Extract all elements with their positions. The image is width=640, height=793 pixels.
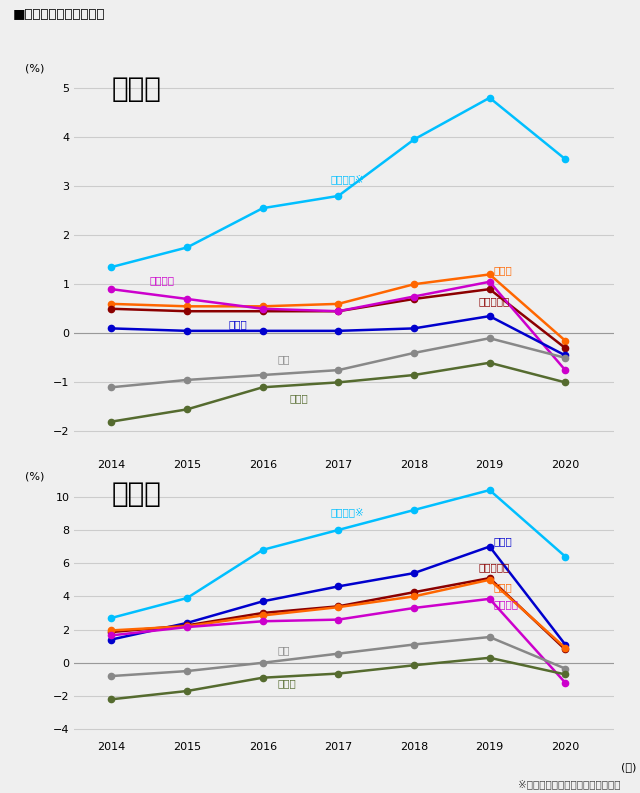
Text: 地方圏: 地方圏 [278, 679, 296, 688]
Text: 住宅地: 住宅地 [111, 75, 161, 103]
Text: 大阪圏: 大阪圏 [493, 537, 512, 546]
Text: ※札幌市・仙台市・広島市・福岡市: ※札幌市・仙台市・広島市・福岡市 [518, 779, 621, 789]
Text: 地方四市※: 地方四市※ [331, 507, 365, 517]
Text: 東京圏: 東京圏 [493, 582, 512, 592]
Text: 地方圏: 地方圏 [289, 393, 308, 403]
Text: 全国: 全国 [278, 354, 291, 364]
Text: 地方四市※: 地方四市※ [331, 174, 365, 184]
Text: (%): (%) [25, 63, 44, 74]
Text: 大阪圏: 大阪圏 [228, 320, 248, 329]
Text: (年): (年) [621, 763, 637, 772]
Text: 東京圏: 東京圏 [493, 266, 512, 275]
Text: 全国: 全国 [278, 646, 291, 655]
Text: 商業地: 商業地 [111, 480, 161, 508]
Text: 三大都市圏: 三大都市圏 [478, 297, 509, 306]
Text: 名古屋圏: 名古屋圏 [493, 599, 518, 609]
Text: 三大都市圏: 三大都市圏 [478, 562, 509, 573]
Text: (%): (%) [25, 472, 44, 482]
Text: 名古屋圏: 名古屋圏 [149, 275, 174, 285]
Text: ■基準地価の変動率推移: ■基準地価の変動率推移 [13, 8, 106, 21]
